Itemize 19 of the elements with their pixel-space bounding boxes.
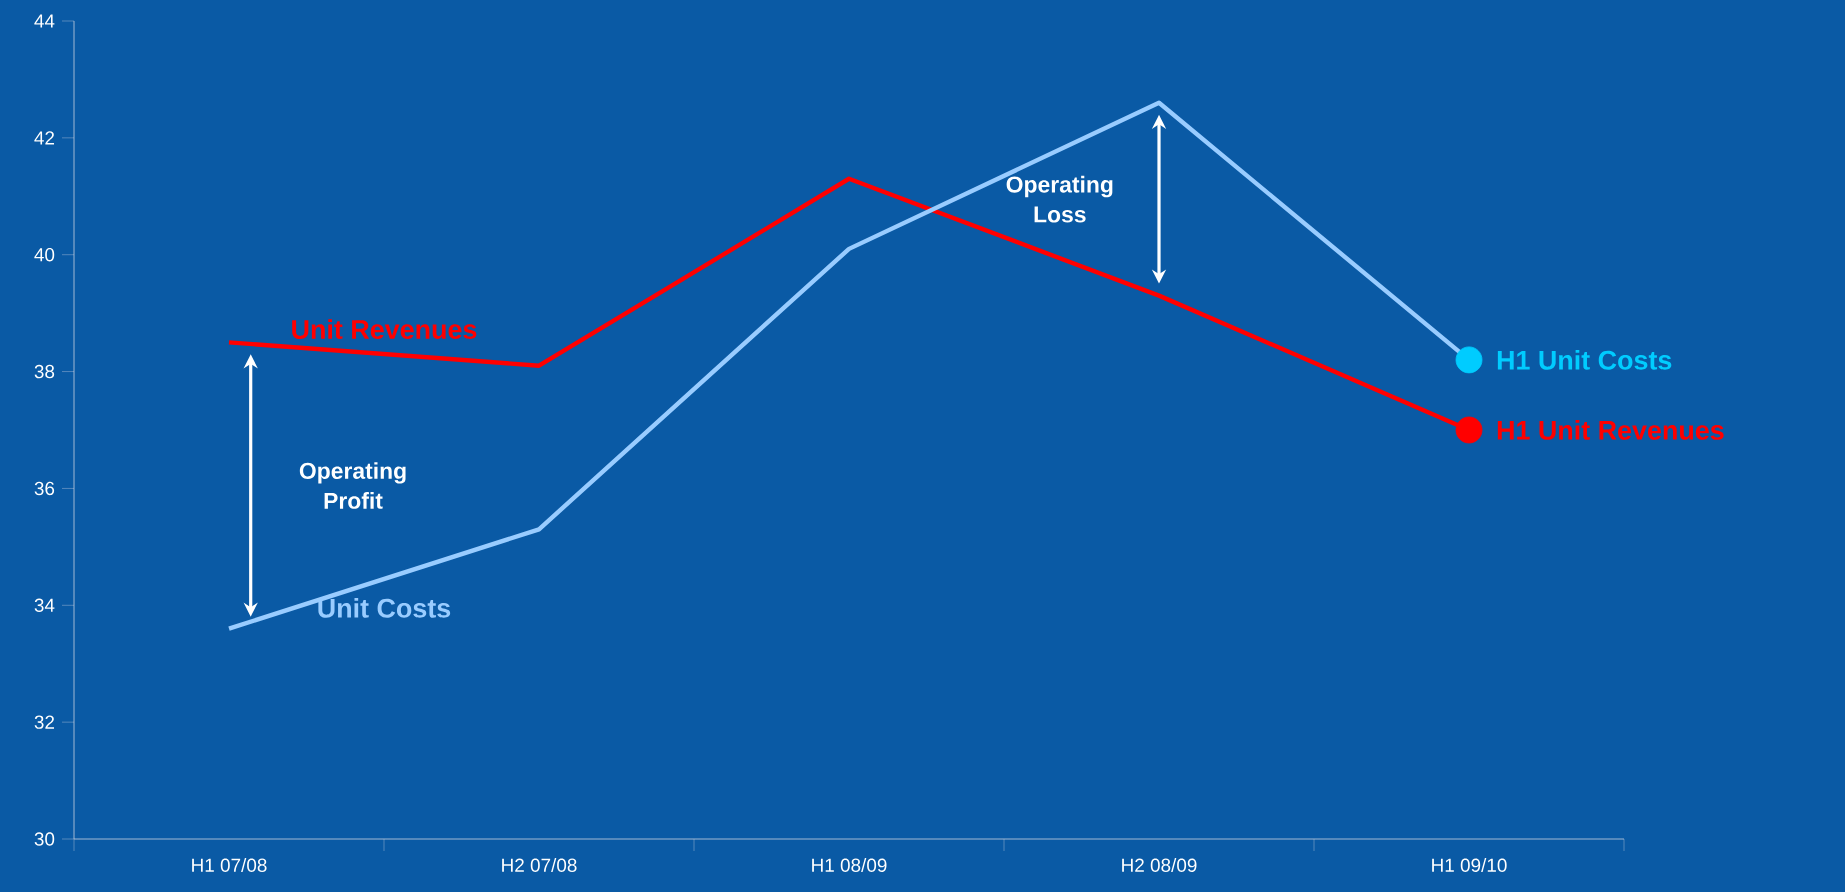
x-tick-label: H1 07/08 bbox=[192, 858, 267, 872]
y-tick-label: 44 bbox=[34, 14, 55, 28]
annotation: Operating Profit bbox=[299, 462, 406, 509]
series-label: Unit Costs bbox=[318, 598, 451, 618]
y-tick-label: 42 bbox=[34, 131, 55, 145]
x-tick-label: H1 08/09 bbox=[812, 858, 887, 872]
annotation: Operating Loss bbox=[1006, 175, 1113, 223]
legend-label: H1 Unit Revenues bbox=[1497, 420, 1724, 440]
y-tick-label: 40 bbox=[34, 248, 55, 262]
x-tick-label: H2 08/09 bbox=[1122, 858, 1197, 872]
y-tick-label: 32 bbox=[34, 715, 55, 729]
x-tick-label: H1 09/10 bbox=[1432, 858, 1507, 872]
x-tick-label: H2 07/08 bbox=[502, 858, 577, 872]
y-tick-label: 34 bbox=[34, 598, 55, 612]
y-tick-label: 30 bbox=[34, 832, 55, 846]
series-label: Unit Revenues bbox=[292, 319, 477, 339]
y-tick-label: 36 bbox=[34, 481, 55, 496]
legend-label: H1 Unit Costs bbox=[1497, 350, 1672, 370]
y-tick-label: 38 bbox=[34, 364, 55, 379]
